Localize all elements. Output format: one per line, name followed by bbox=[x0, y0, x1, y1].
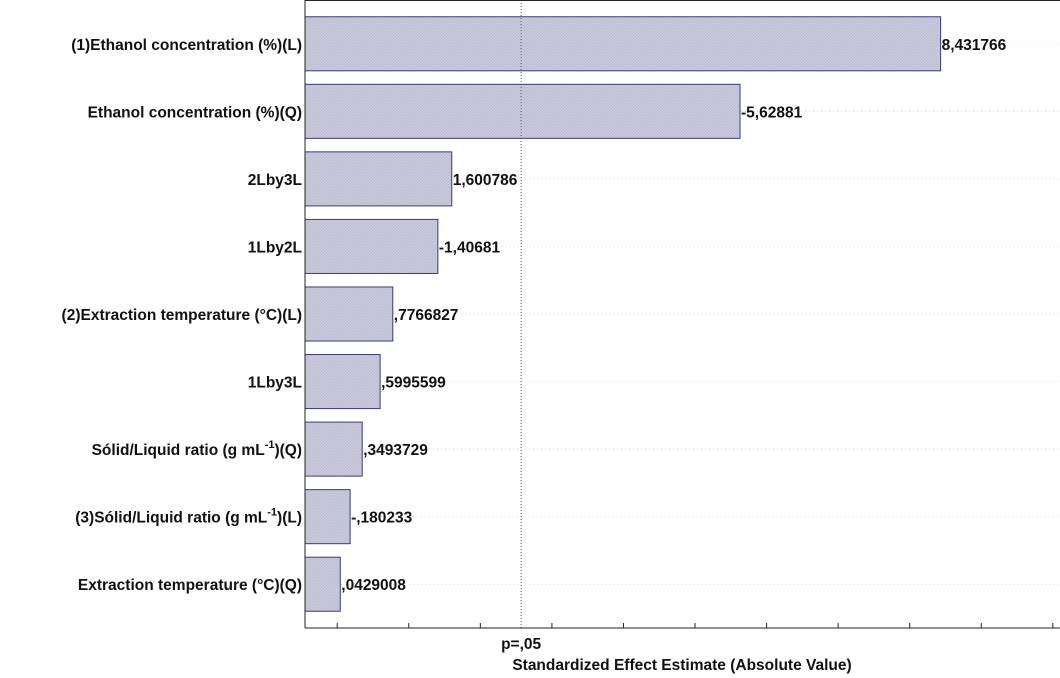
effect-bar bbox=[304, 83, 741, 139]
bar-value-label: -1,40681 bbox=[439, 239, 501, 256]
effect-bar bbox=[304, 16, 942, 72]
effect-bar bbox=[304, 218, 439, 274]
bars-layer bbox=[304, 16, 942, 612]
category-label: Extraction temperature (°C)(Q) bbox=[78, 577, 302, 594]
category-label: (3)Sólid/Liquid ratio (g mL-1)(L) bbox=[75, 507, 302, 527]
category-label: Sólid/Liquid ratio (g mL-1)(Q) bbox=[92, 439, 302, 459]
bar-value-label: 8,431766 bbox=[942, 37, 1007, 54]
category-label: 1Lby2L bbox=[248, 239, 302, 256]
category-label: (2)Extraction temperature (°C)(L) bbox=[62, 307, 302, 324]
effect-bar bbox=[304, 151, 453, 207]
frame-layer bbox=[304, 0, 1060, 629]
labels-layer: 8,431766 (1)Ethanol concentration (%)(L) -… bbox=[62, 37, 1007, 653]
bar-value-label: 1,600786 bbox=[453, 172, 518, 189]
category-label: (1)Ethanol concentration (%)(L) bbox=[71, 37, 302, 54]
reference-line-label: p=,05 bbox=[501, 636, 541, 653]
bar-value-label: ,3493729 bbox=[363, 442, 428, 459]
effect-bar bbox=[304, 489, 351, 545]
effect-bar bbox=[304, 286, 394, 342]
x-axis-title: Standardized Effect Estimate (Absolute V… bbox=[512, 657, 851, 674]
bar-value-label: ,7766827 bbox=[394, 307, 459, 324]
category-label: 1Lby3L bbox=[248, 375, 302, 392]
category-label: Ethanol concentration (%)(Q) bbox=[88, 104, 302, 121]
bar-value-label: -,180233 bbox=[351, 510, 413, 527]
effect-bar bbox=[304, 421, 363, 477]
bar-value-label: -5,62881 bbox=[741, 104, 803, 121]
bar-value-label: ,5995599 bbox=[381, 375, 446, 392]
effect-bar bbox=[304, 354, 381, 410]
bar-value-label: ,0429008 bbox=[341, 577, 406, 594]
category-label: 2Lby3L bbox=[248, 172, 302, 189]
effect-bar bbox=[304, 556, 341, 612]
